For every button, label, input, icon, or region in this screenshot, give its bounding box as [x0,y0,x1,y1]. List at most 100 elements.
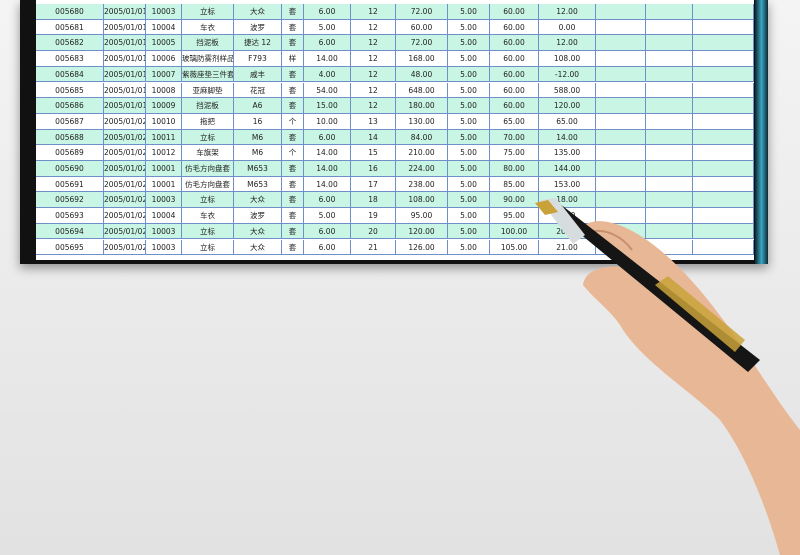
table-row: 005684 2005/01/01 10007 紫薇座垫三件套 戚丰套 4.00 12 48.… [36,66,754,83]
table-cell: 挡泥板 [182,98,234,114]
table-cell: 14.00 [304,51,351,67]
table-cell: 套 [282,161,304,177]
table-cell: 005690 [36,161,104,177]
table-cell: 15.00 [304,98,351,114]
table-cell: 126.00 [396,239,448,256]
table-cell: 60.00 [490,98,539,114]
table-cell: 224.00 [396,161,448,177]
table-cell: 5.00 [448,51,490,67]
table-cell: 005686 [36,98,104,114]
table-row: 005692 2005/01/02 10003 立标 大众套 6.00 18 108.00 5.… [36,192,754,209]
table-cell: 108.00 [539,51,596,67]
table-cell: 5.00 [448,208,490,224]
empty-cell [693,19,754,36]
table-cell: 85.00 [490,176,539,193]
table-cell: 005685 [36,82,104,99]
table-cell: 10005 [146,35,182,52]
table-cell: 14.00 [539,129,596,146]
table-cell: 2005/01/02 [104,113,146,130]
table-cell: 54.00 [304,82,351,99]
table-cell: 12 [351,66,396,83]
empty-cell [646,51,693,67]
table-cell: 套 [282,82,304,99]
table-cell: 捷达 12 [234,35,282,52]
table-cell: 5.00 [448,161,490,177]
table-cell: 60.00 [490,4,539,20]
table-cell: 10007 [146,66,182,83]
table-cell: 立标 [182,129,234,146]
table-cell: 5.00 [448,35,490,52]
table-cell: 5.00 [448,223,490,240]
table-cell: 0.00 [539,19,596,36]
table-row: 005687 2005/01/02 10010 拖把 16 个 10.00 13 130.00 5… [36,113,754,130]
table-cell: 005683 [36,51,104,67]
empty-cell [646,4,693,20]
table-cell: 12.00 [539,4,596,20]
table-cell: 立标 [182,4,234,20]
table-cell: 2005/01/01 [104,51,146,67]
table-cell: 10012 [146,145,182,161]
table-cell: 180.00 [396,98,448,114]
table-cell: 5.00 [448,4,490,20]
empty-cell [596,192,646,209]
table-cell: 10004 [146,208,182,224]
table-cell: 108.00 [396,192,448,209]
table-cell: 5.00 [448,19,490,36]
table-cell: 紫薇座垫三件套 [182,66,234,83]
table-cell: 6.00 [304,35,351,52]
table-cell: 60.00 [396,19,448,36]
table-cell: 19 [351,208,396,224]
empty-cell [646,145,693,161]
table-cell: 5.00 [448,98,490,114]
table-cell: 95.00 [490,208,539,224]
table-cell: 60.00 [490,66,539,83]
table-cell: 6.00 [304,223,351,240]
table-cell: 14.00 [304,145,351,161]
table-cell: 立标 [182,192,234,209]
table-cell: -12.00 [539,66,596,83]
table-cell: 130.00 [396,113,448,130]
table-cell: 波罗 [234,208,282,224]
table-cell: 12 [351,19,396,36]
table-cell: 波罗 [234,19,282,36]
table-cell: 84.00 [396,129,448,146]
table-row: 005695 2005/01/02 10003 立标 大众套 6.00 21 126.00 5.… [36,239,754,256]
pen-body [545,200,760,372]
monitor-edge [755,0,768,264]
table-cell: 2005/01/02 [104,176,146,193]
table-cell: 144.00 [539,161,596,177]
empty-cell [596,176,646,193]
table-cell: 005680 [36,4,104,20]
empty-cell [596,19,646,36]
table-cell: 2005/01/02 [104,129,146,146]
empty-cell [646,113,693,130]
table-cell: 5.00 [448,113,490,130]
table-cell: 14.00 [304,161,351,177]
table-cell: 005692 [36,192,104,209]
table-cell: 10009 [146,98,182,114]
table-cell: 2005/01/02 [104,223,146,240]
table-cell: 48.00 [396,66,448,83]
table-cell: 10.00 [304,113,351,130]
empty-cell [596,145,646,161]
table-cell: 套 [282,208,304,224]
table-cell: 95.00 [396,208,448,224]
table-cell: 5.00 [448,239,490,256]
empty-cell [693,113,754,130]
table-cell: 2005/01/02 [104,161,146,177]
table-cell: 5.00 [448,192,490,209]
table-cell: 套 [282,223,304,240]
empty-cell [693,82,754,99]
pen-cap-band [655,276,745,352]
table-cell: 立标 [182,223,234,240]
table-cell: 10004 [146,19,182,36]
table-cell: 立标 [182,239,234,256]
table-cell: 20 [351,223,396,240]
empty-cell [596,35,646,52]
table-cell: 10003 [146,4,182,20]
table-cell: 21 [351,239,396,256]
empty-cell [596,51,646,67]
table-cell: 个 [282,113,304,130]
